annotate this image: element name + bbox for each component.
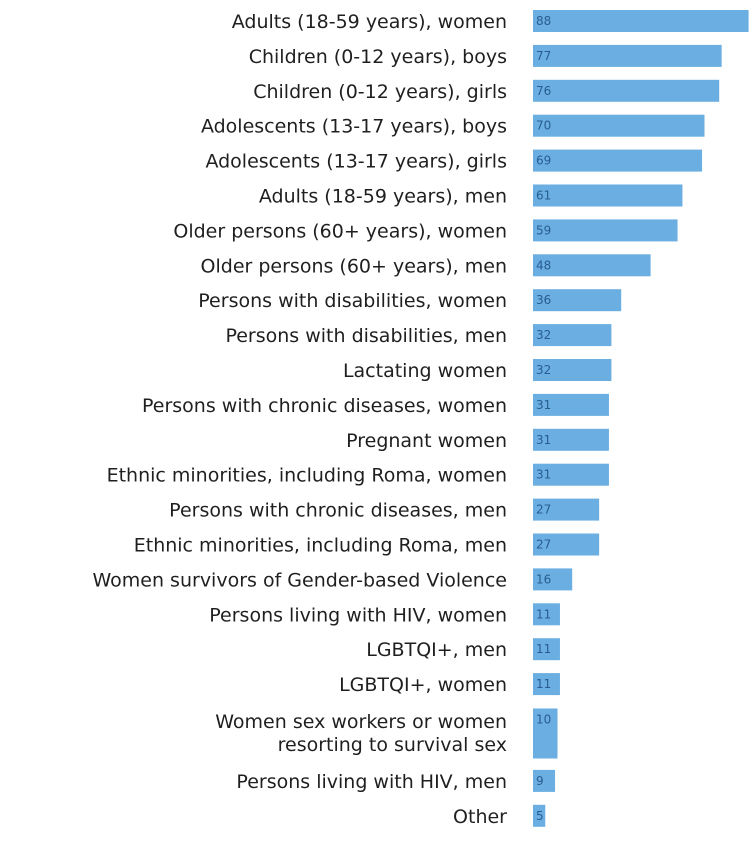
bar-value-label: 16 [536, 572, 551, 586]
category-label: Pregnant women [346, 430, 507, 452]
bar-value-label: 77 [536, 49, 551, 63]
bar [533, 533, 600, 556]
category-label: Women sex workers or women resorting to s… [215, 711, 507, 756]
category-label: Persons with disabilities, men [225, 325, 507, 347]
bar [533, 638, 560, 661]
category-label: Adolescents (13-17 years), boys [201, 116, 507, 138]
bar-value-label: 59 [536, 223, 551, 237]
bar [533, 568, 573, 591]
bar [533, 498, 600, 521]
category-label: Other [453, 806, 507, 828]
bar-value-label: 27 [536, 538, 551, 552]
bar [533, 219, 678, 242]
bar-value-label: 10 [536, 713, 551, 727]
bar-value-label: 32 [536, 328, 551, 342]
bar-value-label: 5 [536, 809, 544, 823]
bar [533, 254, 651, 277]
bar-value-label: 36 [536, 293, 551, 307]
bar [533, 10, 749, 32]
bar-value-label: 27 [536, 503, 551, 517]
category-label: Persons with chronic diseases, men [169, 500, 507, 522]
category-label: Older persons (60+ years), men [201, 255, 507, 277]
category-label: Children (0-12 years), girls [253, 81, 507, 103]
category-label: Lactating women [343, 360, 507, 382]
bar [533, 184, 683, 207]
bar-value-label: 61 [536, 189, 551, 203]
bar-value-label: 69 [536, 154, 551, 168]
bar [533, 79, 720, 102]
bar [533, 393, 609, 416]
bar [533, 114, 705, 137]
bar-value-label: 11 [536, 607, 551, 621]
category-label: Adults (18-59 years), men [259, 186, 507, 208]
category-label: Persons with disabilities, women [198, 290, 507, 312]
bar-value-label: 76 [536, 84, 551, 98]
bar [533, 463, 609, 486]
bar-value-label: 70 [536, 119, 551, 133]
bar-value-label: 11 [536, 677, 551, 691]
bar [533, 673, 560, 696]
bar [533, 359, 612, 381]
category-label: Adolescents (13-17 years), girls [205, 151, 507, 173]
bar-value-label: 31 [536, 468, 551, 482]
bar [533, 149, 703, 172]
category-label: Persons living with HIV, men [236, 771, 507, 793]
bar [533, 324, 612, 347]
bar [533, 428, 609, 451]
bar-value-label: 31 [536, 398, 551, 412]
bar-value-label: 32 [536, 363, 551, 377]
bar [533, 289, 622, 312]
category-label: Persons with chronic diseases, women [142, 395, 507, 417]
bar-value-label: 9 [536, 774, 544, 788]
category-label: Persons living with HIV, women [209, 604, 507, 626]
bar-value-label: 48 [536, 258, 551, 272]
category-label: LGBTQI+, women [339, 674, 507, 696]
bar [533, 769, 556, 792]
bar [533, 804, 546, 827]
category-label: Ethnic minorities, including Roma, men [134, 535, 507, 557]
bar [533, 603, 560, 626]
bar [533, 708, 558, 759]
category-label: Adults (18-59 years), women [232, 11, 507, 33]
category-label: Children (0-12 years), boys [249, 46, 507, 68]
category-label: LGBTQI+, men [366, 639, 507, 661]
category-label: Women survivors of Gender-based Violence [92, 569, 507, 591]
bar-value-label: 31 [536, 433, 551, 447]
category-label: Older persons (60+ years), women [173, 220, 507, 242]
bar [533, 44, 722, 67]
bar-value-label: 11 [536, 642, 551, 656]
bar-value-label: 88 [536, 14, 551, 28]
category-label: Ethnic minorities, including Roma, women [107, 465, 507, 487]
